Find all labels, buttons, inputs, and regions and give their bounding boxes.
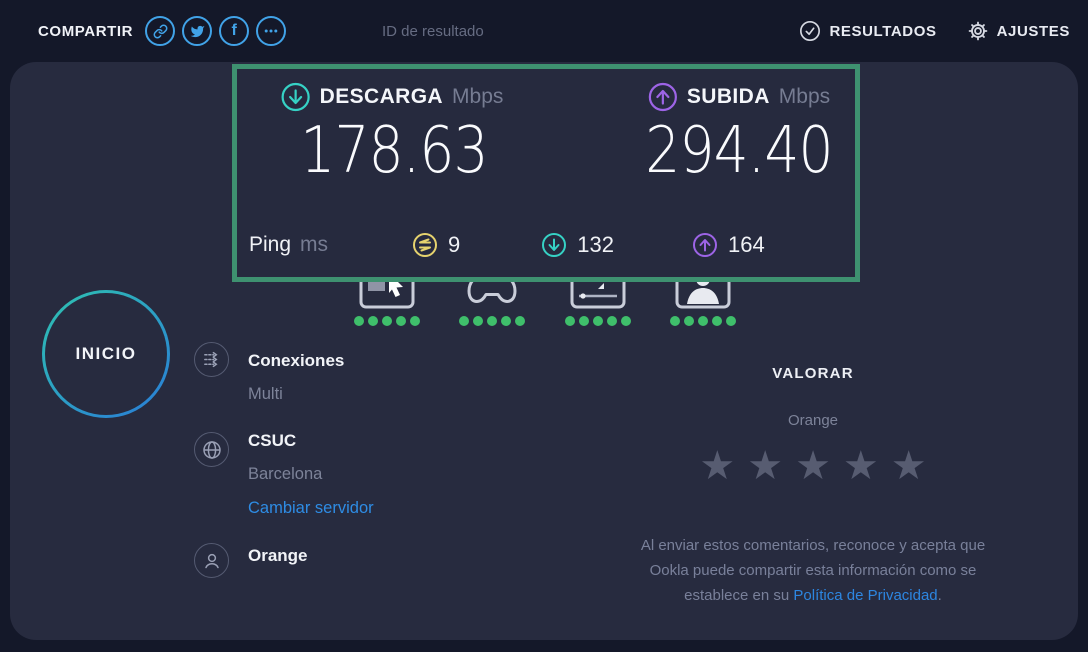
server-icon-circle [194,432,229,467]
upload-header: SUBIDA Mbps [648,82,830,112]
link-icon [153,24,168,39]
connections-label: Conexiones [248,351,345,370]
star-icon[interactable]: ★ [699,444,736,488]
ping-idle-group: 9 [412,232,460,258]
ping-download-value: 132 [577,232,614,257]
change-server-link[interactable]: Cambiar servidor [248,499,374,517]
check-circle-icon [799,20,821,42]
more-icon [264,24,278,38]
restart-inner-circle: INICIO [45,293,167,415]
ping-upload-value: 164 [728,232,765,257]
upload-value: 294.40 [645,114,833,188]
gear-icon [967,20,989,42]
category-streaming[interactable] [565,264,631,326]
ping-idle-value: 9 [448,232,461,257]
top-bar: COMPARTIR f [0,0,1088,62]
upload-arrow-icon [648,82,678,112]
score-dots [670,316,736,326]
download-header: DESCARGA Mbps [281,82,504,112]
disclaimer-line-3: establece en su Política de Privacidad. [586,583,1040,608]
star-icon[interactable]: ★ [795,444,831,488]
restart-test-button[interactable]: INICIO [42,290,170,418]
multi-connection-icon [202,350,221,369]
score-dots [565,316,631,326]
server-location: Barcelona [248,465,323,483]
server-name: CSUC [248,431,297,450]
disclaimer-line-1: Al enviar estos comentarios, reconoce y … [640,537,986,554]
result-id-label: ID de resultado [382,23,484,40]
star-rating: ★ ★ ★ ★ ★ [699,444,926,488]
ping-unit: ms [300,233,329,256]
person-icon [202,551,222,571]
upload-label: SUBIDA [686,85,770,108]
results-nav-label: RESULTADOS [829,22,937,40]
ping-label: Ping [249,233,292,256]
gaming-icon [459,264,525,310]
ping-download-group: 132 [541,232,614,258]
privacy-policy-link[interactable]: Política de Privacidad [793,587,938,604]
star-icon[interactable]: ★ [842,444,879,488]
globe-icon [202,440,222,460]
ping-row: Ping ms 9 [237,232,855,258]
rate-provider: Orange [787,412,839,429]
upload-value-wrap: 294.40 [630,113,848,189]
download-value-wrap: 178.63 [285,113,503,189]
results-nav-button[interactable]: RESULTADOS [799,20,936,42]
connections-value: Multi [248,385,283,403]
score-dots [459,316,525,326]
top-bar-right: RESULTADOS AJUSTES [799,0,1070,62]
result-highlight-box: DESCARGA Mbps SUBIDA Mbps 178.63 294.40 … [232,64,860,282]
restart-label: INICIO [75,344,137,363]
isp-name: Orange [248,546,308,565]
share-buttons: f [145,16,287,46]
connections-icon-circle [194,342,229,377]
rate-title: VALORAR [772,365,854,382]
score-dots [354,316,420,326]
ping-upload-icon [692,232,718,258]
isp-icon-circle [194,543,229,578]
share-label: COMPARTIR [38,22,134,40]
facebook-icon: f [231,22,237,39]
category-gaming[interactable] [459,264,525,326]
share-more-button[interactable] [256,16,287,46]
share-facebook-button[interactable]: f [219,16,250,46]
disclaimer-line-2: Ookla puede compartir esta información c… [649,562,977,579]
download-value: 178.63 [300,114,488,188]
privacy-disclaimer: Al enviar estos comentarios, reconoce y … [586,533,1040,608]
disclaimer-suffix: . [937,587,942,604]
disclaimer-line-3-prefix: establece en su [684,587,794,604]
settings-nav-button[interactable]: AJUSTES [967,20,1070,42]
ping-idle-icon [412,232,438,258]
ping-upload-group: 164 [692,232,765,258]
download-label: DESCARGA [319,85,444,108]
share-link-button[interactable] [145,16,176,46]
settings-nav-label: AJUSTES [996,22,1070,40]
star-icon[interactable]: ★ [747,444,784,488]
twitter-icon [190,24,205,39]
share-twitter-button[interactable] [182,16,213,46]
download-unit: Mbps [452,85,504,108]
download-arrow-icon [281,82,311,112]
ping-download-icon [541,232,567,258]
star-icon[interactable]: ★ [890,444,927,488]
upload-unit: Mbps [778,85,831,108]
